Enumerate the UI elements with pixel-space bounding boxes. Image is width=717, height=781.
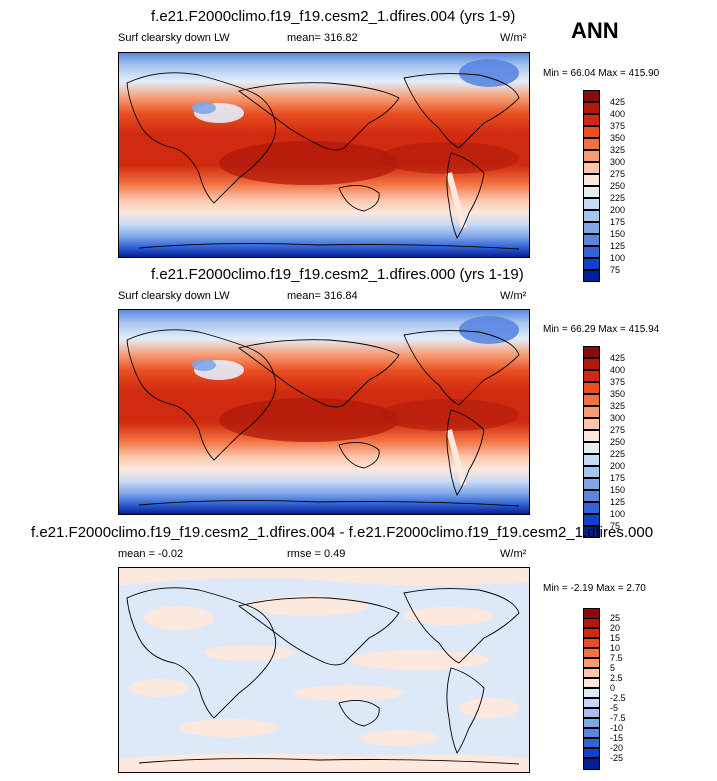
panel3-colorbar-label: 7.5 [610,653,623,663]
panel3-title: f.e21.F2000climo.f19_f19.cesm2_1.dfires.… [31,524,654,541]
panel1-colorbar-label: 250 [610,181,626,191]
panel2-colorbar-label: 75 [610,521,621,531]
panel1-units: W/m² [500,32,527,44]
panel3-minmax: Min = -2.19 Max = 2.70 [543,583,646,594]
panel1-colorbar-label: 125 [610,241,626,251]
panel2-colorbar-label: 200 [610,461,626,471]
panel2-colorbar-label: 150 [610,485,626,495]
panel2-colorbar-label: 175 [610,473,626,483]
panel3-rmse: rmse = 0.49 [287,548,346,560]
panel3-coastlines [126,587,520,765]
panel2-colorbar-label: 350 [610,389,626,399]
panel3-map [118,567,530,773]
season-label: ANN [571,18,619,43]
panel3-colorbar-label: 15 [610,633,621,643]
panel1-title: f.e21.F2000climo.f19_f19.cesm2_1.dfires.… [151,8,516,25]
panel1-minmax: Min = 66.04 Max = 415.90 [543,68,660,79]
panel2-map [118,309,530,515]
panel1-colorbar-label: 350 [610,133,626,143]
panel2-colorbar-label: 325 [610,401,626,411]
panel2-mean: mean= 316.84 [287,290,358,302]
panel1-colorbar-label: 100 [610,253,626,263]
panel3-colorbar-label: -2.5 [610,693,626,703]
panel2-coastlines [126,329,520,507]
panel3-colorbar-label: 5 [610,663,616,673]
panel1-coastlines [126,72,520,250]
panel2-colorbar-label: 250 [610,437,626,447]
panel2-title: f.e21.F2000climo.f19_f19.cesm2_1.dfires.… [151,266,524,283]
panel1-colorbar-label: 400 [610,109,626,119]
panel1-colorbar-label: 225 [610,193,626,203]
panel3-colorbar-label: 10 [610,643,621,653]
panel3-colorbar-label: -25 [610,753,624,763]
panel1-colorbar-label: 275 [610,169,626,179]
panel2-colorbar-label: 100 [610,509,626,519]
panel2-colorbar-label: 125 [610,497,626,507]
panel1-variable: Surf clearsky down LW [118,32,230,44]
panel2-colorbar-label: 375 [610,377,626,387]
panel3-colorbar-label: -15 [610,733,624,743]
panel1-colorbar-label: 300 [610,157,626,167]
panel2-colorbar-label: 275 [610,425,626,435]
panel3-colorbar-label: 25 [610,613,621,623]
panel2-colorbar-label: 400 [610,365,626,375]
panel3-colorbar-label: -20 [610,743,624,753]
panel1-colorbar-label: 325 [610,145,626,155]
panel3-positive-regions [119,568,529,772]
panel2-colorbar-label: 225 [610,449,626,459]
panel3-colorbar-label: 2.5 [610,673,623,683]
panel2-colorbar-label: 300 [610,413,626,423]
panel3-units: W/m² [500,548,527,560]
panel1-colorbar-label: 75 [610,265,621,275]
panel1-colorbar-label: 375 [610,121,626,131]
panel2-units: W/m² [500,290,527,302]
panel3-mean: mean = -0.02 [118,548,184,560]
panel2-variable: Surf clearsky down LW [118,290,230,302]
panel1-colorbar-label: 150 [610,229,626,239]
panel1-mean: mean= 316.82 [287,32,358,44]
panel3-colorbar-label: -7.5 [610,713,626,723]
panel1-colorbar-label: 425 [610,97,626,107]
panel2-minmax: Min = 66.29 Max = 415.94 [543,324,660,335]
panel3-colorbar-label: -5 [610,703,619,713]
panel1-colorbar-label: 175 [610,217,626,227]
panel1-colorbar-label: 200 [610,205,626,215]
panel3-colorbar-label: 20 [610,623,621,633]
panel2-colorbar-label: 425 [610,353,626,363]
panel3-colorbar-label: -10 [610,723,624,733]
panel3-colorbar-label: 0 [610,683,616,693]
panel1-map [118,52,530,258]
